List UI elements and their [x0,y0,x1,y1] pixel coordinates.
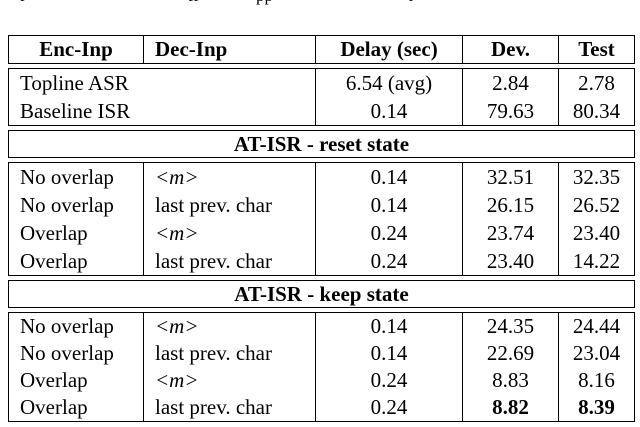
cell-dev: 22.69 [462,340,558,367]
column-header-enc-inp: Enc-Inp [39,37,113,61]
cell-delay: 0.14 [315,97,462,125]
caption-fragment: l [20,0,25,6]
cell-test: 26.52 [558,191,634,219]
cell-delay: 0.14 [315,340,462,367]
cell-test: 2.78 [558,69,634,97]
cell-dev: 32.51 [462,163,558,191]
cell-enc: No overlap [20,341,114,365]
row-label: Baseline ISR [20,99,131,123]
cell-dev: 23.74 [462,219,558,247]
cell-enc: Overlap [20,395,88,419]
cell-test: 80.34 [558,97,634,125]
cell-test: 24.44 [558,313,634,340]
cell-test: 8.16 [558,367,634,394]
column-header-dev: Dev. [462,36,558,63]
reset-state-rows: No overlap <m> 0.14 32.51 32.35 No overl… [8,162,635,276]
caption-fragment: t [408,0,413,6]
cell-enc: No overlap [20,165,114,189]
column-header-delay: Delay (sec) [315,36,462,63]
cell-delay: 0.24 [315,219,462,247]
cell-dev: 79.63 [462,97,558,125]
results-table: Enc-Inp Dec-Inp Delay (sec) Dev. Test To… [8,35,635,422]
cell-dec: last prev. char [143,191,315,219]
cell-dev: 8.83 [462,367,558,394]
section-header-keep-state: AT-ISR - keep state [8,280,635,308]
cell-dec: <m> [143,163,315,191]
table-header-row: Enc-Inp Dec-Inp Delay (sec) Dev. Test [8,35,635,64]
cell-delay: 0.24 [315,394,462,421]
row-label: Topline ASR [20,71,129,95]
cell-enc: No overlap [20,314,114,338]
cell-dec: <m> [143,367,315,394]
column-header-test: Test [558,36,634,63]
cell-dev: 23.40 [462,247,558,275]
cell-test: 32.35 [558,163,634,191]
cell-dec: <m> [143,313,315,340]
section-header-reset-state: AT-ISR - reset state [8,130,635,158]
caption-fragment: pp [256,0,273,6]
cell-delay: 0.14 [315,163,462,191]
cell-enc: No overlap [20,193,114,217]
cell-test: 23.04 [558,340,634,367]
caption-fragment: ff [188,0,199,6]
cell-dev: 24.35 [462,313,558,340]
cell-dec: last prev. char [143,394,315,421]
cell-dev: 8.82 [462,394,558,421]
section-title: AT-ISR - keep state [234,282,409,306]
cell-delay: 6.54 (avg) [315,69,462,97]
cell-delay: 0.14 [315,313,462,340]
cell-test: 23.40 [558,219,634,247]
cell-delay: 0.24 [315,367,462,394]
cell-test: 8.39 [558,394,634,421]
section-title: AT-ISR - reset state [233,132,410,156]
keep-state-rows: No overlap <m> 0.14 24.35 24.44 No overl… [8,312,635,422]
cropped-caption-line: l ff pp t [0,0,640,7]
cell-dev: 26.15 [462,191,558,219]
cell-dec: last prev. char [143,247,315,275]
cell-delay: 0.14 [315,191,462,219]
cell-dec: <m> [143,219,315,247]
cell-delay: 0.24 [315,247,462,275]
cell-enc: Overlap [20,368,88,392]
cell-dev: 2.84 [462,69,558,97]
cell-dec: last prev. char [143,340,315,367]
cell-test: 14.22 [558,247,634,275]
cell-enc: Overlap [20,221,88,245]
column-header-dec-inp: Dec-Inp [143,36,315,63]
cell-enc: Overlap [20,249,88,273]
baseline-block: Topline ASR 6.54 (avg) 2.84 2.78 Baselin… [8,68,635,126]
